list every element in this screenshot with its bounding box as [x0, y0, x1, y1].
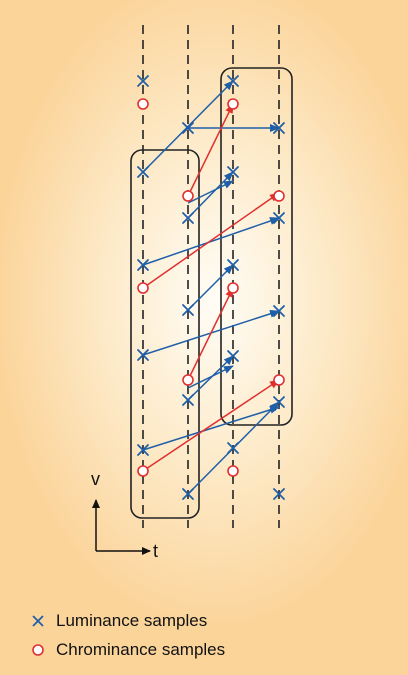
- luminance-arrow: [142, 217, 280, 266]
- luminance-arrow: [187, 355, 234, 401]
- circle-icon: [32, 644, 44, 656]
- luminance-sample: [137, 349, 149, 361]
- cross-icon: [32, 615, 44, 627]
- luminance-sample: [137, 166, 149, 178]
- chrominance-arrow: [187, 287, 234, 381]
- luminance-arrow: [187, 180, 234, 204]
- chrominance-sample: [227, 282, 239, 294]
- luminance-sample: [273, 212, 285, 224]
- luminance-sample: [227, 442, 239, 454]
- chrominance-sample: [182, 190, 194, 202]
- legend-item-luminance: Luminance samples: [30, 611, 207, 631]
- luminance-arrow: [187, 365, 234, 389]
- chrominance-sample: [227, 465, 239, 477]
- luminance-sample: [227, 259, 239, 271]
- legend-label-chrominance: Chrominance samples: [56, 640, 226, 659]
- chrominance-sample: [137, 282, 149, 294]
- luminance-sample: [273, 488, 285, 500]
- luminance-sample: [182, 488, 194, 500]
- group-box-2: [220, 67, 293, 426]
- field-lines: [142, 25, 280, 528]
- chrominance-sample: [182, 374, 194, 386]
- luminance-sample: [227, 75, 239, 87]
- luminance-arrow: [187, 171, 234, 219]
- chrominance-sample: [273, 190, 285, 202]
- chrominance-sample: [137, 465, 149, 477]
- luminance-sample: [227, 350, 239, 362]
- t-axis-label: t: [153, 541, 158, 561]
- v-axis-label: v: [91, 469, 100, 489]
- chrominance-arrow: [142, 192, 280, 289]
- legend-item-chrominance: Chrominance samples: [30, 640, 225, 660]
- chrominance-sample: [137, 98, 149, 110]
- chrominance-arrow: [142, 379, 280, 472]
- luminance-sample: [182, 394, 194, 406]
- luminance-sample: [137, 75, 149, 87]
- luminance-arrow: [142, 405, 280, 451]
- luminance-arrow: [142, 80, 234, 173]
- luminance-sample: [273, 305, 285, 317]
- luminance-sample: [137, 444, 149, 456]
- chrominance-sample: [273, 374, 285, 386]
- luminance-sample: [182, 304, 194, 316]
- luminance-arrow: [187, 264, 234, 311]
- chrominance-arrow: [187, 103, 234, 197]
- legend-label-luminance: Luminance samples: [56, 611, 208, 630]
- luminance-arrows: [142, 80, 280, 495]
- luminance-sample: [182, 212, 194, 224]
- luminance-sample: [137, 259, 149, 271]
- axes-indicator: v t: [91, 469, 158, 561]
- chrominance-sample: [227, 98, 239, 110]
- luminance-sample: [273, 122, 285, 134]
- luminance-sample: [273, 396, 285, 408]
- luminance-samples: [137, 75, 285, 500]
- chrominance-samples: [137, 98, 285, 477]
- luminance-sample: [182, 122, 194, 134]
- chrominance-arrows: [142, 103, 280, 472]
- luminance-sample: [227, 166, 239, 178]
